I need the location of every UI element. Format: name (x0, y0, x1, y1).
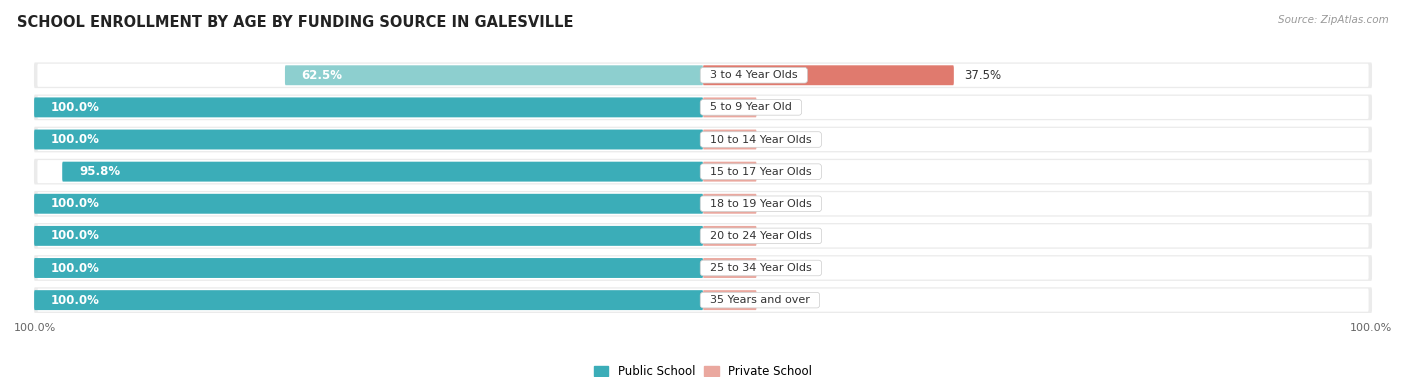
FancyBboxPatch shape (34, 97, 703, 117)
FancyBboxPatch shape (34, 127, 1372, 152)
FancyBboxPatch shape (38, 256, 1368, 280)
Text: 35 Years and over: 35 Years and over (703, 295, 817, 305)
Text: 5 to 9 Year Old: 5 to 9 Year Old (703, 103, 799, 112)
Text: 20 to 24 Year Olds: 20 to 24 Year Olds (703, 231, 818, 241)
FancyBboxPatch shape (34, 255, 1372, 281)
Text: 95.8%: 95.8% (79, 165, 120, 178)
FancyBboxPatch shape (38, 288, 1368, 312)
FancyBboxPatch shape (703, 162, 756, 182)
FancyBboxPatch shape (703, 65, 953, 85)
Text: 100.0%: 100.0% (51, 133, 100, 146)
FancyBboxPatch shape (38, 224, 1368, 247)
FancyBboxPatch shape (703, 97, 756, 117)
FancyBboxPatch shape (38, 192, 1368, 215)
FancyBboxPatch shape (285, 65, 703, 85)
FancyBboxPatch shape (38, 160, 1368, 183)
FancyBboxPatch shape (34, 63, 1372, 88)
FancyBboxPatch shape (703, 194, 756, 214)
Text: 100.0%: 100.0% (51, 197, 100, 210)
FancyBboxPatch shape (34, 223, 1372, 249)
Text: SCHOOL ENROLLMENT BY AGE BY FUNDING SOURCE IN GALESVILLE: SCHOOL ENROLLMENT BY AGE BY FUNDING SOUR… (17, 15, 574, 30)
FancyBboxPatch shape (34, 290, 703, 310)
Text: 25 to 34 Year Olds: 25 to 34 Year Olds (703, 263, 818, 273)
Text: 3 to 4 Year Olds: 3 to 4 Year Olds (703, 70, 804, 80)
Text: 15 to 17 Year Olds: 15 to 17 Year Olds (703, 167, 818, 177)
Text: 100.0%: 100.0% (1350, 323, 1392, 333)
FancyBboxPatch shape (703, 226, 756, 246)
Text: 18 to 19 Year Olds: 18 to 19 Year Olds (703, 199, 818, 209)
FancyBboxPatch shape (34, 258, 703, 278)
Legend: Public School, Private School: Public School, Private School (593, 365, 813, 377)
Text: 0.0%: 0.0% (766, 262, 796, 274)
Text: 62.5%: 62.5% (302, 69, 343, 82)
Text: 100.0%: 100.0% (51, 262, 100, 274)
Text: 0.0%: 0.0% (766, 197, 796, 210)
FancyBboxPatch shape (38, 64, 1368, 87)
Text: 100.0%: 100.0% (51, 294, 100, 307)
FancyBboxPatch shape (34, 95, 1372, 120)
Text: Source: ZipAtlas.com: Source: ZipAtlas.com (1278, 15, 1389, 25)
Text: 0.0%: 0.0% (766, 133, 796, 146)
Text: 100.0%: 100.0% (51, 229, 100, 242)
FancyBboxPatch shape (34, 287, 1372, 313)
FancyBboxPatch shape (34, 159, 1372, 184)
Text: 0.0%: 0.0% (766, 294, 796, 307)
Text: 37.5%: 37.5% (965, 69, 1001, 82)
Text: 100.0%: 100.0% (51, 101, 100, 114)
FancyBboxPatch shape (62, 162, 703, 182)
Text: 4.2%: 4.2% (766, 165, 796, 178)
Text: 100.0%: 100.0% (14, 323, 56, 333)
Text: 10 to 14 Year Olds: 10 to 14 Year Olds (703, 135, 818, 144)
FancyBboxPatch shape (703, 258, 756, 278)
FancyBboxPatch shape (34, 194, 703, 214)
FancyBboxPatch shape (703, 130, 756, 149)
FancyBboxPatch shape (38, 96, 1368, 119)
FancyBboxPatch shape (703, 290, 756, 310)
Text: 0.0%: 0.0% (766, 101, 796, 114)
FancyBboxPatch shape (34, 130, 703, 149)
FancyBboxPatch shape (38, 128, 1368, 151)
FancyBboxPatch shape (34, 226, 703, 246)
FancyBboxPatch shape (34, 191, 1372, 217)
Text: 0.0%: 0.0% (766, 229, 796, 242)
